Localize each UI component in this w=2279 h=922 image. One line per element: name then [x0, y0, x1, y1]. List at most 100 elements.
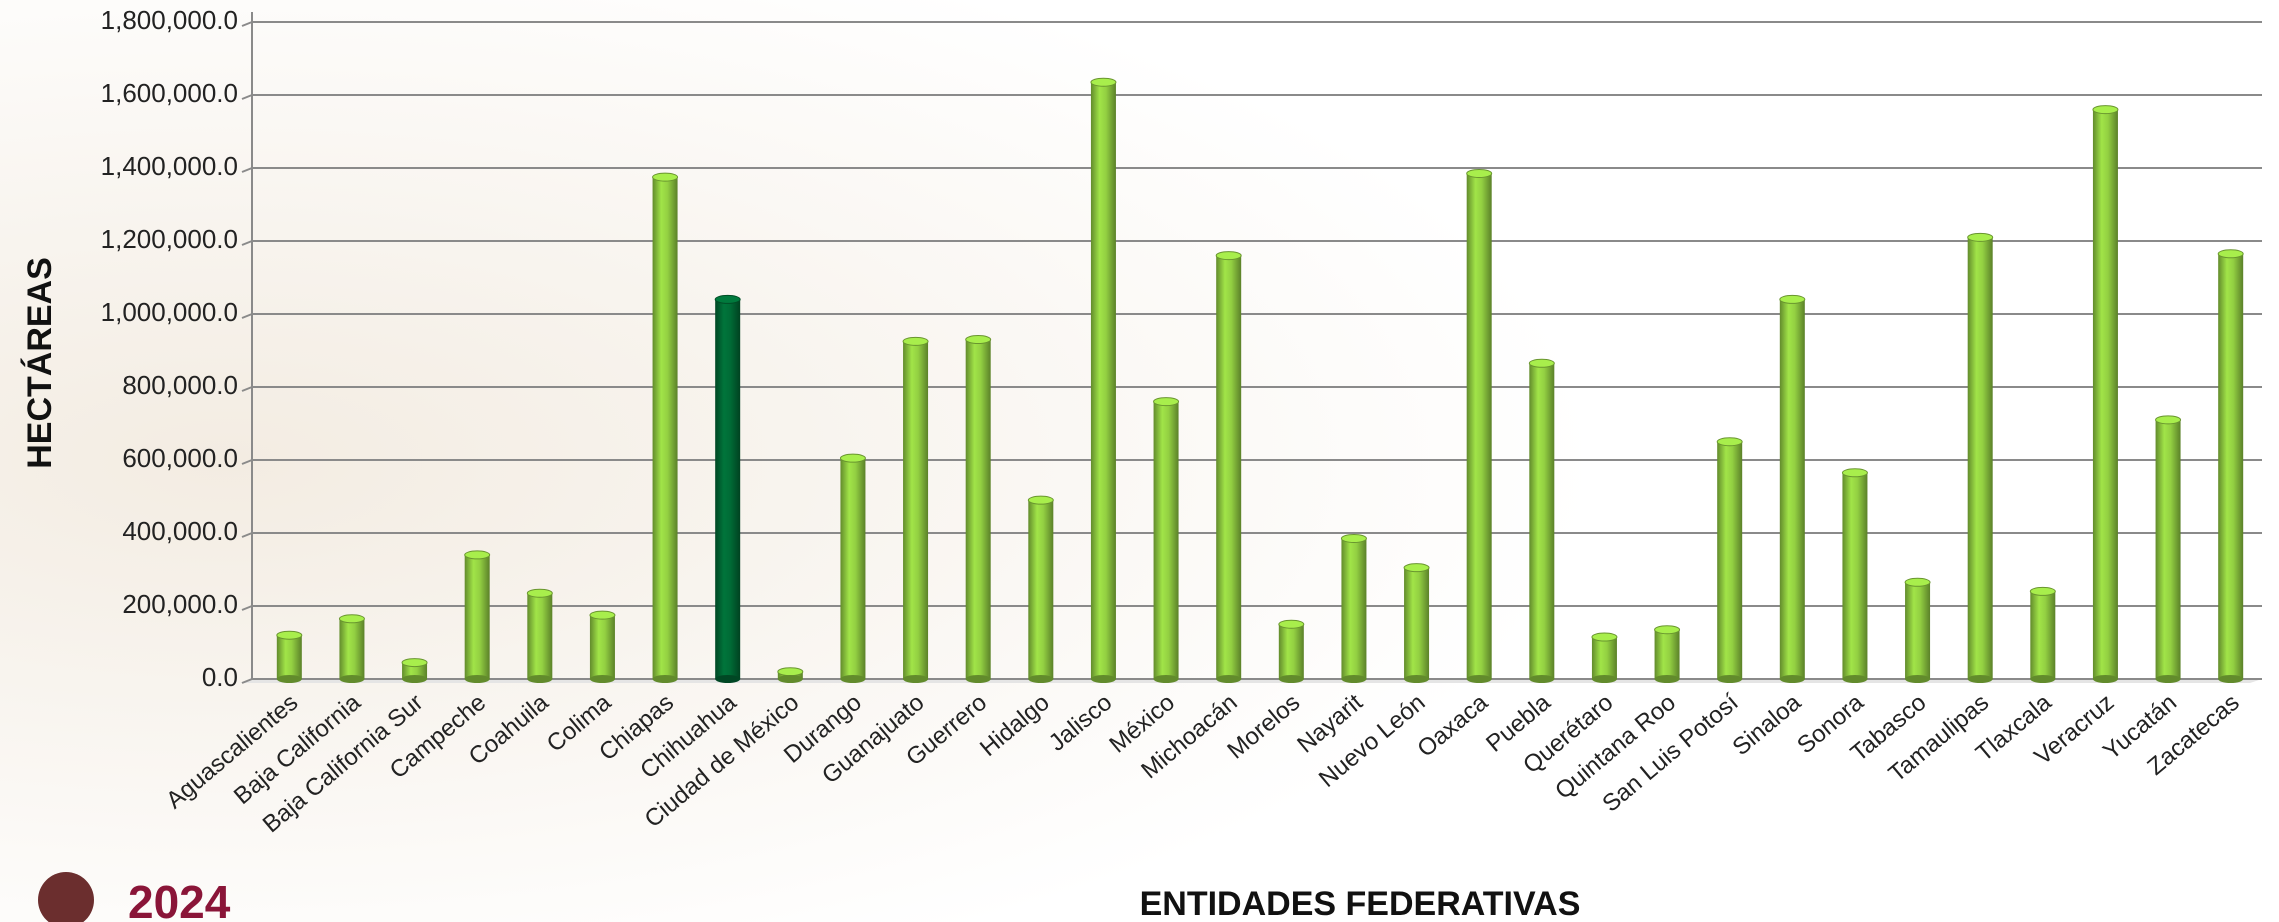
y-tick-label: 1,400,000.0 — [101, 151, 238, 181]
bar-body — [1717, 441, 1743, 679]
bar — [714, 294, 741, 683]
bar-body — [1090, 82, 1116, 680]
bar — [1403, 563, 1430, 683]
bar-body — [840, 458, 866, 679]
bar — [902, 336, 929, 683]
bar-base — [1717, 675, 1743, 683]
bar — [1841, 468, 1868, 683]
bar-top — [1591, 632, 1618, 642]
bar-body — [276, 635, 302, 679]
y-tick-label: 600,000.0 — [122, 443, 238, 473]
bar-top — [1466, 168, 1493, 178]
bar-top — [526, 588, 553, 598]
tick-mark — [241, 313, 253, 319]
bar — [652, 172, 679, 683]
bar — [2155, 415, 2182, 683]
logo-portrait — [38, 872, 94, 922]
bar-body — [1404, 567, 1430, 679]
bar-base — [464, 675, 490, 683]
bar-top — [714, 294, 741, 304]
bar-body — [1216, 255, 1242, 679]
bar-top — [1654, 625, 1681, 635]
bar-body — [1341, 538, 1367, 679]
bar — [589, 610, 616, 683]
bar-base — [2030, 675, 2056, 683]
tick-mark — [241, 240, 253, 246]
bar-top — [1215, 251, 1242, 261]
bar — [777, 667, 804, 683]
bar — [526, 588, 553, 683]
bar-base — [2155, 675, 2181, 683]
tick-mark — [241, 21, 253, 27]
bar-top — [401, 658, 428, 668]
bar-top — [1779, 294, 1806, 304]
bar — [338, 614, 365, 683]
bar-body — [1905, 582, 1931, 679]
y-tick-label: 1,800,000.0 — [101, 5, 238, 35]
bar-top — [652, 172, 679, 182]
bar-body — [903, 341, 929, 679]
bar-base — [1404, 675, 1430, 683]
bar-base — [2218, 675, 2244, 683]
bar-top — [1967, 232, 1994, 242]
bar — [1967, 232, 1994, 683]
bar-top — [1403, 563, 1430, 573]
bar — [839, 453, 866, 683]
bar — [2217, 249, 2244, 683]
bar — [1466, 168, 1493, 683]
bar-top — [2092, 105, 2119, 115]
bar — [1904, 577, 1931, 683]
bar-body — [1967, 237, 1993, 679]
bar — [1090, 77, 1117, 683]
bar-top — [2029, 586, 2056, 596]
bar-base — [1216, 675, 1242, 683]
bar-base — [1654, 675, 1680, 683]
bar-top — [839, 453, 866, 463]
bar — [2029, 586, 2056, 683]
tick-mark — [241, 386, 253, 392]
bar-top — [1278, 619, 1305, 629]
bar-base — [1090, 675, 1116, 683]
bar-top — [1153, 397, 1180, 407]
bar-body — [1779, 299, 1805, 679]
bar-base — [276, 675, 302, 683]
y-tick-label: 1,000,000.0 — [101, 297, 238, 327]
bar-body — [652, 177, 678, 679]
tick-mark — [241, 459, 253, 465]
bar-base — [1278, 675, 1304, 683]
bar — [2092, 105, 2119, 683]
bar-body — [1028, 500, 1054, 679]
bar-body — [589, 615, 615, 679]
bar-top — [777, 667, 804, 677]
bar-base — [777, 675, 803, 683]
bar — [1153, 397, 1180, 683]
bar-base — [903, 675, 929, 683]
bar-top — [1340, 533, 1367, 543]
bar-base — [1028, 675, 1054, 683]
bar — [1278, 619, 1305, 683]
bar-body — [1529, 363, 1555, 679]
tick-mark — [241, 94, 253, 100]
bar-base — [1466, 675, 1492, 683]
bar-body — [2092, 109, 2118, 680]
bar-body — [715, 299, 741, 679]
bar-body — [1591, 637, 1617, 679]
bar — [1716, 437, 1743, 683]
bar — [464, 550, 491, 683]
bar-base — [1529, 675, 1555, 683]
bar — [276, 630, 303, 683]
bar — [1528, 358, 1555, 683]
bar-base — [652, 675, 678, 683]
bar-top — [1841, 468, 1868, 478]
bar — [1027, 495, 1054, 683]
x-axis-title: ENTIDADES FEDERATIVAS — [1140, 885, 1581, 922]
bar-base — [402, 675, 428, 683]
bar-base — [2092, 675, 2118, 683]
y-tick-label: 200,000.0 — [122, 589, 238, 619]
bar-base — [965, 675, 991, 683]
bar-body — [2030, 591, 2056, 679]
bar-base — [1153, 675, 1179, 683]
bar — [1215, 251, 1242, 683]
bar-top — [1027, 495, 1054, 505]
tick-mark — [241, 678, 253, 684]
